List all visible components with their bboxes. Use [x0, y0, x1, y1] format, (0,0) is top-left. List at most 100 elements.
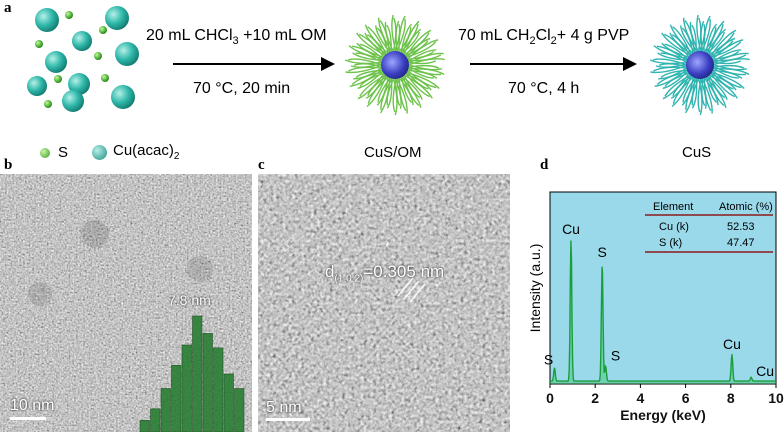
ligand-strand: [711, 39, 744, 61]
panel-label-b: b: [4, 157, 13, 173]
ligand-strand: [712, 52, 749, 65]
s-sphere: [44, 100, 52, 108]
ligand-strand: [661, 32, 692, 57]
ligand-strand: [356, 32, 387, 57]
ligand-strand: [392, 77, 398, 116]
ligand-strand: [700, 20, 705, 53]
tem-image-b: [0, 174, 252, 432]
ligand-strand: [662, 70, 689, 89]
step1-conditions-top: 20 mL CHCl3 +10 mL OM: [146, 27, 327, 48]
ligand-strand: [401, 20, 420, 55]
ligand-strand: [650, 64, 688, 74]
ligand-strand: [399, 76, 422, 108]
ligand-strand: [661, 42, 690, 59]
table-header: Element: [653, 201, 693, 213]
ligand-strand: [680, 25, 697, 54]
s-legend-dot: [40, 147, 50, 158]
ligand-strand: [653, 45, 689, 60]
ligand-strand: [359, 74, 387, 97]
histogram-bar: [171, 365, 182, 432]
ligand-strand: [405, 37, 431, 59]
table-header: Atomic (%): [719, 201, 773, 213]
table-cell: S (k): [659, 237, 682, 249]
ligand-strand: [392, 77, 398, 113]
ligand-strand: [396, 77, 408, 114]
size-label-b: 7.8 nm: [168, 292, 211, 308]
peak-label: S: [598, 244, 607, 260]
ligand-strand: [662, 72, 691, 100]
panel-label-c: c: [258, 157, 265, 173]
ligand-strand: [394, 77, 402, 109]
peak-label: S: [544, 352, 553, 368]
ligand-strand: [386, 77, 393, 109]
ligand-strand: [406, 69, 438, 79]
s-sphere: [94, 52, 102, 60]
ligand-strand: [670, 73, 692, 99]
ligand-strand: [357, 72, 386, 100]
ligand-strand: [691, 77, 698, 109]
peak-label: Cu: [756, 363, 774, 379]
cu-sphere: [72, 31, 92, 51]
ligand-strand: [348, 45, 384, 60]
legend-s: S: [40, 144, 68, 161]
x-tick-label: 2: [591, 390, 599, 406]
ligand-strand: [697, 77, 703, 116]
panel-label-d: d: [540, 157, 549, 173]
scalebar-label-b: 10 nm: [10, 397, 55, 414]
cus-label: CuS: [682, 144, 712, 161]
x-tick-label: 0: [546, 390, 554, 406]
ligand-strand: [700, 19, 711, 53]
ligand-strand: [709, 72, 737, 91]
ligand-strand: [669, 32, 693, 56]
s-sphere: [54, 75, 62, 83]
ligand-strand: [704, 76, 727, 108]
ligand-strand: [405, 41, 437, 59]
table-cell: 52.53: [727, 221, 755, 233]
step2-conditions-top: 70 mL CH2Cl2+ 4 g PVP: [458, 27, 630, 48]
histogram-bar: [160, 388, 171, 432]
ligand-strand: [653, 58, 688, 66]
histogram-bar: [139, 420, 150, 432]
ligand-strand: [689, 21, 700, 53]
ligand-strand: [710, 41, 742, 59]
ligand-strand: [405, 71, 440, 89]
cu-sphere: [105, 6, 129, 30]
cus-om-nanoparticle: [344, 14, 445, 116]
scalebar-b: [10, 417, 46, 420]
ligand-strand: [391, 14, 397, 53]
ligand-strand: [654, 68, 689, 87]
ligand-strand: [671, 74, 693, 108]
histogram-bar: [181, 344, 192, 432]
ligand-strand: [682, 17, 698, 53]
cu-sphere: [68, 73, 90, 95]
histogram-bar: [234, 388, 245, 432]
step1-conditions-bottom: 70 °C, 20 min: [193, 80, 291, 97]
tem-image-c: [258, 174, 510, 432]
x-axis-label: Energy (keV): [620, 407, 706, 423]
ligand-strand: [356, 42, 385, 59]
ligand-strand: [681, 76, 695, 106]
reaction-arrow-1: [173, 57, 335, 71]
ligand-strand: [709, 72, 736, 98]
ligand-strand: [403, 74, 433, 99]
x-tick-label: 4: [637, 390, 645, 406]
ligand-strand: [669, 24, 694, 55]
ligand-strand: [401, 75, 423, 100]
ligand-strand: [407, 49, 437, 63]
ligand-strand: [376, 76, 390, 106]
cu-sphere: [115, 42, 139, 66]
ligand-strand: [348, 58, 383, 66]
ligand-strand: [697, 77, 703, 113]
histogram-bar: [223, 373, 234, 432]
ligand-strand: [377, 17, 393, 53]
cus-om-label: CuS/OM: [364, 144, 422, 161]
cu-sphere: [111, 85, 135, 109]
histogram-bar: [202, 333, 213, 432]
ligand-strand: [710, 71, 745, 89]
plot-area: [549, 191, 777, 385]
ligand-strand: [406, 39, 439, 61]
ligand-strand: [364, 24, 389, 55]
ligand-strand: [407, 54, 442, 62]
ligand-strand: [364, 32, 388, 56]
size-histogram: [139, 315, 245, 432]
